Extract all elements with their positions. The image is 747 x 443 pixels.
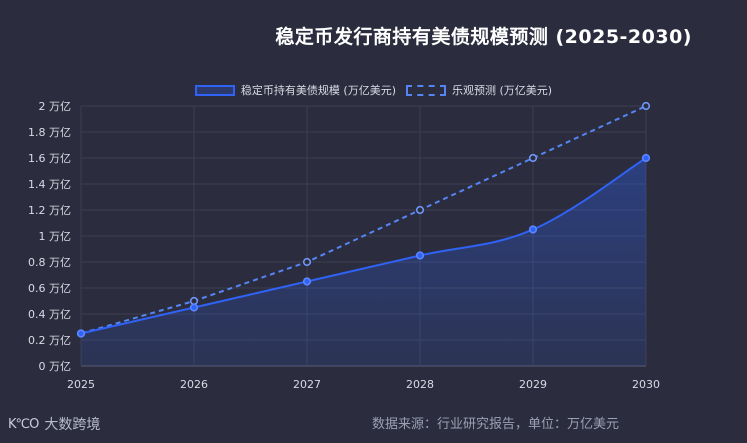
- chart-legend: 稳定币持有美债规模 (万亿美元) 乐观预测 (万亿美元): [0, 82, 747, 98]
- series-area-0: [81, 158, 646, 366]
- legend-item-optimistic[interactable]: 乐观预测 (万亿美元): [406, 82, 552, 98]
- brand-logo-mark: K℃O: [8, 416, 39, 432]
- data-point-0-4: [528, 225, 538, 234]
- data-source-note: 数据来源：行业研究报告，单位：万亿美元: [371, 417, 619, 432]
- y-tick-label: 0.2 万亿: [28, 334, 71, 347]
- legend-swatch-dashed: [406, 84, 446, 96]
- data-point-0-0: [76, 329, 86, 338]
- y-tick-label: 0 万亿: [39, 360, 72, 373]
- legend-swatch-solid: [194, 84, 235, 96]
- x-tick-label: 2029: [519, 378, 547, 391]
- data-point-0-2: [302, 277, 312, 286]
- data-point-0-1: [189, 303, 199, 312]
- x-tick-label: 2025: [67, 378, 95, 391]
- data-point-0-5: [641, 153, 651, 163]
- chart-title: 稳定币发行商持有美债规模预测 (2025-2030): [275, 26, 692, 48]
- y-tick-label: 1.2 万亿: [28, 204, 71, 217]
- y-tick-label: 2 万亿: [39, 100, 72, 113]
- x-tick-label: 2030: [632, 378, 660, 391]
- x-tick-label: 2028: [406, 378, 434, 391]
- x-tick-label: 2026: [180, 378, 208, 391]
- y-tick-label: 1 万亿: [39, 230, 72, 243]
- legend-item-actual[interactable]: 稳定币持有美债规模 (万亿美元): [194, 82, 396, 98]
- y-tick-label: 0.6 万亿: [28, 282, 71, 295]
- series-line-1: [80, 105, 647, 335]
- data-point-1-2: [302, 257, 312, 267]
- legend-label-optimistic: 乐观预测 (万亿美元): [452, 84, 553, 97]
- data-point-1-1: [189, 296, 199, 306]
- y-tick-label: 1.8 万亿: [28, 126, 71, 139]
- brand-logo: K℃O 大数跨境: [8, 414, 100, 434]
- brand-logo-text: 大数跨境: [44, 417, 101, 433]
- y-tick-label: 0.8 万亿: [28, 256, 71, 269]
- x-tick-label: 2027: [293, 378, 321, 391]
- series-line-0: [80, 157, 647, 335]
- data-point-1-5: [641, 101, 651, 111]
- data-point-1-4: [528, 153, 538, 163]
- data-point-0-3: [415, 251, 425, 260]
- legend-label-actual: 稳定币持有美债规模 (万亿美元): [240, 84, 396, 97]
- data-point-1-3: [415, 205, 425, 215]
- y-tick-label: 1.4 万亿: [28, 178, 71, 191]
- y-tick-label: 1.6 万亿: [28, 152, 71, 165]
- y-tick-label: 0.4 万亿: [28, 308, 71, 321]
